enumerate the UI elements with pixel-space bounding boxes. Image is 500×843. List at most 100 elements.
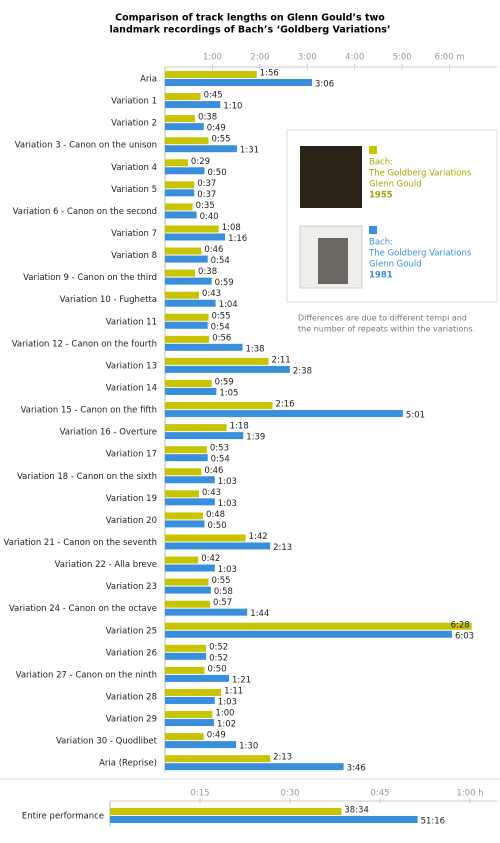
legend-label: Bach: (369, 158, 393, 168)
bar (165, 476, 215, 484)
value-label: 0:49 (207, 731, 226, 741)
value-label: 1:11 (224, 686, 243, 696)
value-label: 1:03 (218, 565, 237, 575)
category-label: Variation 11 (106, 317, 157, 327)
value-label: 0:37 (197, 190, 216, 200)
x-tick-label: 0:30 (280, 789, 299, 799)
album-cover (300, 146, 362, 208)
value-label: 1:18 (230, 422, 249, 432)
bar (165, 71, 257, 78)
legend-label: The Goldberg Variations (368, 249, 472, 259)
value-label: 0:50 (208, 168, 227, 178)
bar (165, 159, 188, 167)
chart-title: Comparison of track lengths on Glenn Gou… (115, 13, 385, 24)
value-label: 6:03 (455, 631, 474, 641)
value-label: 0:58 (214, 587, 233, 597)
bar (165, 313, 209, 321)
category-label: Variation 21 - Canon on the seventh (4, 538, 158, 548)
category-label: Variation 7 (111, 229, 157, 239)
value-label: 5:01 (406, 411, 425, 421)
value-label: 1:05 (219, 388, 238, 398)
value-label: 6:28 (451, 620, 470, 630)
bar (165, 424, 227, 432)
value-label: 0:53 (210, 444, 229, 454)
category-label: Variation 27 - Canon on the ninth (16, 670, 157, 680)
x-tick-label: 1:00 h (456, 789, 483, 799)
category-label: Variation 2 (111, 119, 157, 129)
value-label: 0:46 (204, 245, 223, 255)
bar (165, 291, 199, 299)
bar (165, 299, 216, 307)
category-label: Variation 30 - Quodlibet (56, 737, 158, 747)
bar (165, 622, 472, 630)
category-label: Variation 9 - Canon on the third (23, 273, 157, 283)
bar (165, 211, 197, 219)
bar (165, 137, 209, 145)
legend-label: Glenn Gould (369, 260, 422, 270)
bar (165, 269, 196, 277)
note: Differences are due to different tempi a… (298, 314, 467, 323)
category-label: Entire performance (22, 812, 104, 822)
value-label: 0:35 (196, 201, 215, 211)
value-label: 1:00 (215, 709, 234, 719)
album-cover-photo (318, 238, 348, 284)
value-label: 0:55 (211, 311, 230, 321)
value-label: 0:59 (215, 377, 234, 387)
category-label: Variation 20 (106, 516, 157, 526)
bar (165, 688, 222, 696)
value-label: 0:49 (207, 124, 226, 134)
bar (165, 255, 208, 263)
value-label: 0:55 (211, 576, 230, 586)
value-label: 0:45 (204, 91, 223, 101)
legend-label: 1981 (369, 271, 393, 281)
category-label: Variation 13 (106, 361, 157, 371)
value-label: 0:46 (204, 466, 223, 476)
value-label: 2:16 (276, 400, 295, 410)
bar (165, 711, 213, 719)
bar (165, 167, 205, 175)
category-label: Variation 26 (106, 648, 157, 658)
value-label: 0:54 (211, 455, 230, 465)
category-label: Variation 3 - Canon on the unison (15, 141, 157, 151)
value-label: 0:52 (209, 653, 228, 663)
bar (165, 225, 219, 233)
value-label: 1:44 (250, 609, 269, 619)
bar (165, 101, 221, 109)
x-tick-label: 6:00 m (435, 53, 465, 63)
bar (165, 630, 452, 638)
bar (110, 808, 342, 815)
bar (165, 490, 199, 498)
value-label: 0:59 (215, 278, 234, 288)
bar (165, 93, 201, 101)
x-tick-label: 0:15 (190, 789, 209, 799)
bar (165, 402, 273, 410)
value-label: 1:03 (218, 477, 237, 487)
bar (165, 365, 290, 373)
bar (165, 755, 271, 763)
value-label: 1:31 (240, 146, 259, 156)
bar (165, 542, 271, 550)
bar (165, 534, 246, 542)
bar (165, 343, 243, 351)
x-tick-label: 3:00 (298, 53, 317, 63)
category-label: Variation 15 - Canon on the fifth (21, 406, 157, 416)
category-label: Variation 29 (106, 715, 157, 725)
value-label: 1:39 (246, 433, 265, 443)
value-label: 3:06 (315, 80, 334, 90)
category-label: Variation 24 - Canon on the octave (9, 604, 157, 614)
bar (165, 247, 202, 255)
bar (165, 181, 195, 189)
value-label: 1:56 (260, 69, 279, 79)
value-label: 1:04 (219, 300, 238, 310)
value-label: 1:08 (222, 223, 241, 233)
value-label: 1:30 (239, 742, 258, 752)
value-label: 0:57 (213, 598, 232, 608)
value-label: 2:38 (293, 366, 312, 376)
value-label: 0:43 (202, 488, 221, 498)
bar (165, 233, 226, 241)
legend-label: 1955 (369, 191, 393, 201)
category-label: Variation 28 (106, 692, 157, 702)
value-label: 1:21 (232, 675, 251, 685)
value-label: 2:13 (273, 543, 292, 553)
